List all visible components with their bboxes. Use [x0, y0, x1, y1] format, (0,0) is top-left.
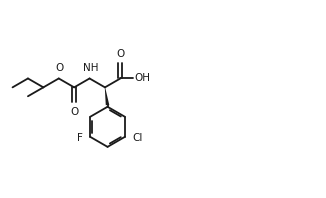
Text: F: F — [77, 133, 83, 144]
Text: Cl: Cl — [132, 133, 142, 144]
Text: OH: OH — [134, 73, 150, 84]
Text: NH: NH — [83, 63, 98, 73]
Text: O: O — [116, 49, 125, 59]
Polygon shape — [105, 87, 109, 105]
Text: O: O — [55, 63, 63, 73]
Text: O: O — [70, 107, 78, 117]
